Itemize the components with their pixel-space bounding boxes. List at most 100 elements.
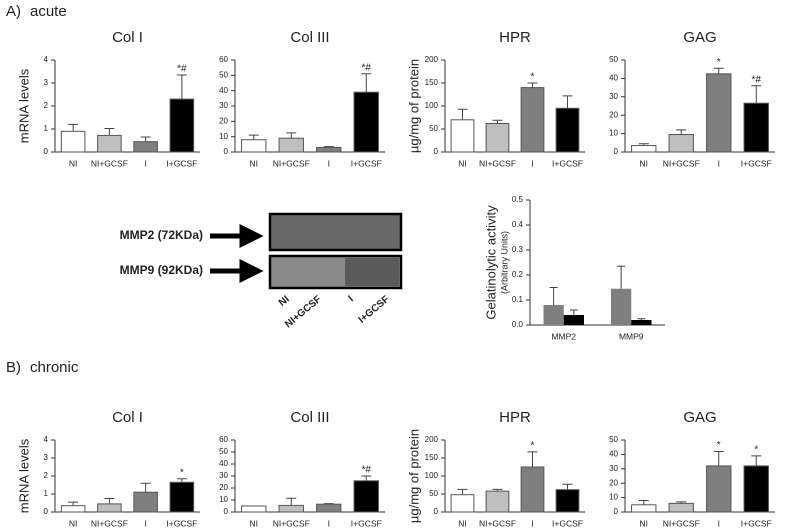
- bar: [743, 465, 769, 513]
- bar: [169, 481, 195, 513]
- y-tick-label: 30: [219, 101, 228, 110]
- y-axis-label: Gelatinolytic activity: [483, 205, 498, 320]
- x-tick-label: I: [531, 518, 533, 528]
- y-tick-label: 50: [609, 55, 618, 64]
- y-tick-label: 100: [425, 101, 439, 110]
- chart-title: GAG: [683, 409, 716, 426]
- error-bar: [68, 123, 79, 132]
- annotation: *#: [177, 64, 187, 75]
- bar: [485, 490, 510, 513]
- error-bar: [104, 498, 115, 504]
- bar: [706, 465, 732, 513]
- y-tick-label: 50: [219, 70, 228, 79]
- x-tick-label: I: [718, 518, 720, 528]
- y-tick-label: 0: [44, 147, 49, 156]
- y-tick-label: 0.1: [512, 295, 524, 304]
- annotation: *#: [362, 62, 372, 73]
- error-bar: [361, 475, 372, 481]
- y-tick-label: 0: [614, 507, 619, 516]
- annotation: *: [531, 441, 535, 452]
- bar: [631, 320, 652, 325]
- bar: [668, 502, 694, 513]
- y-tick-label: 1: [44, 489, 49, 498]
- x-tick-label: MMP9: [619, 331, 644, 341]
- x-tick-label: NI: [250, 518, 259, 528]
- bar: [555, 107, 580, 153]
- y-tick-label: 30: [609, 464, 618, 473]
- x-tick-label: NI: [69, 158, 78, 168]
- x-tick-label: I+GCSF: [741, 518, 772, 528]
- lane-label: NI+GCSF: [283, 294, 323, 330]
- annotation: *: [717, 440, 721, 451]
- y-tick-label: 0: [434, 507, 439, 516]
- x-tick-label: I: [531, 158, 533, 168]
- error-bar: [286, 132, 297, 139]
- y-tick-label: 4: [44, 55, 49, 64]
- y-tick-label: 200: [425, 55, 439, 64]
- bar: [316, 503, 342, 513]
- gel-band: [268, 212, 403, 252]
- bar: [450, 119, 475, 153]
- x-tick-label: I: [328, 518, 330, 528]
- error-bar: [549, 287, 558, 305]
- y-tick-label: 0: [224, 147, 229, 156]
- x-tick-label: NI+GCSF: [91, 518, 128, 528]
- error-bar: [637, 318, 646, 320]
- y-tick-label: 4: [44, 435, 49, 444]
- annotation: *: [531, 72, 535, 83]
- x-tick-label: I+GCSF: [351, 158, 382, 168]
- annotation: *: [717, 57, 721, 68]
- error-bar: [527, 82, 538, 88]
- bar: [743, 102, 769, 153]
- y-tick-label: 0: [44, 507, 49, 516]
- error-bar: [638, 499, 649, 505]
- x-tick-label: NI: [250, 158, 259, 168]
- error-bar: [457, 488, 468, 495]
- error-bar: [457, 108, 468, 120]
- y-tick-label: 60: [219, 55, 228, 64]
- bar: [133, 491, 158, 513]
- error-bar: [527, 451, 538, 467]
- bar: [543, 305, 564, 325]
- x-tick-label: NI: [640, 158, 649, 168]
- annotation: *#: [752, 74, 762, 85]
- x-tick-label: I: [718, 158, 720, 168]
- y-tick-label: 200: [425, 435, 439, 444]
- y-axis-sublabel: (Arbitrary Units): [499, 231, 509, 294]
- chart-title: HPR: [499, 409, 531, 426]
- chart-title: Col I: [112, 29, 143, 46]
- error-bar: [286, 497, 297, 506]
- band-label: MMP2 (72KDa): [120, 228, 203, 242]
- x-tick-label: I+GCSF: [741, 158, 772, 168]
- y-tick-label: 20: [609, 478, 618, 487]
- bar: [631, 145, 657, 153]
- y-tick-label: 1: [44, 124, 49, 133]
- error-bar: [562, 95, 573, 109]
- bar: [668, 134, 694, 153]
- lane-label: I+GCSF: [357, 294, 392, 326]
- bar: [563, 315, 584, 325]
- bar: [485, 122, 510, 153]
- y-tick-label: 30: [609, 92, 618, 101]
- y-tick-label: 60: [219, 435, 228, 444]
- y-tick-label: 0.5: [512, 195, 524, 204]
- bar: [353, 91, 379, 153]
- annotation: *: [754, 444, 758, 455]
- y-tick-label: 20: [219, 483, 228, 492]
- bar: [353, 480, 379, 513]
- bar: [611, 288, 632, 325]
- chart-title: HPR: [499, 29, 531, 46]
- x-tick-label: I+GCSF: [166, 158, 197, 168]
- bar: [241, 139, 267, 153]
- annotation: *: [180, 467, 184, 478]
- section-label: A): [6, 3, 21, 20]
- x-tick-label: NI+GCSF: [663, 518, 700, 528]
- section-name: acute: [30, 3, 67, 20]
- x-tick-label: NI+GCSF: [273, 158, 310, 168]
- bar: [520, 466, 545, 513]
- bar: [631, 504, 657, 513]
- y-tick-label: 50: [429, 489, 438, 498]
- error-bar: [751, 455, 762, 466]
- y-axis-label: mRNA levels: [16, 68, 31, 143]
